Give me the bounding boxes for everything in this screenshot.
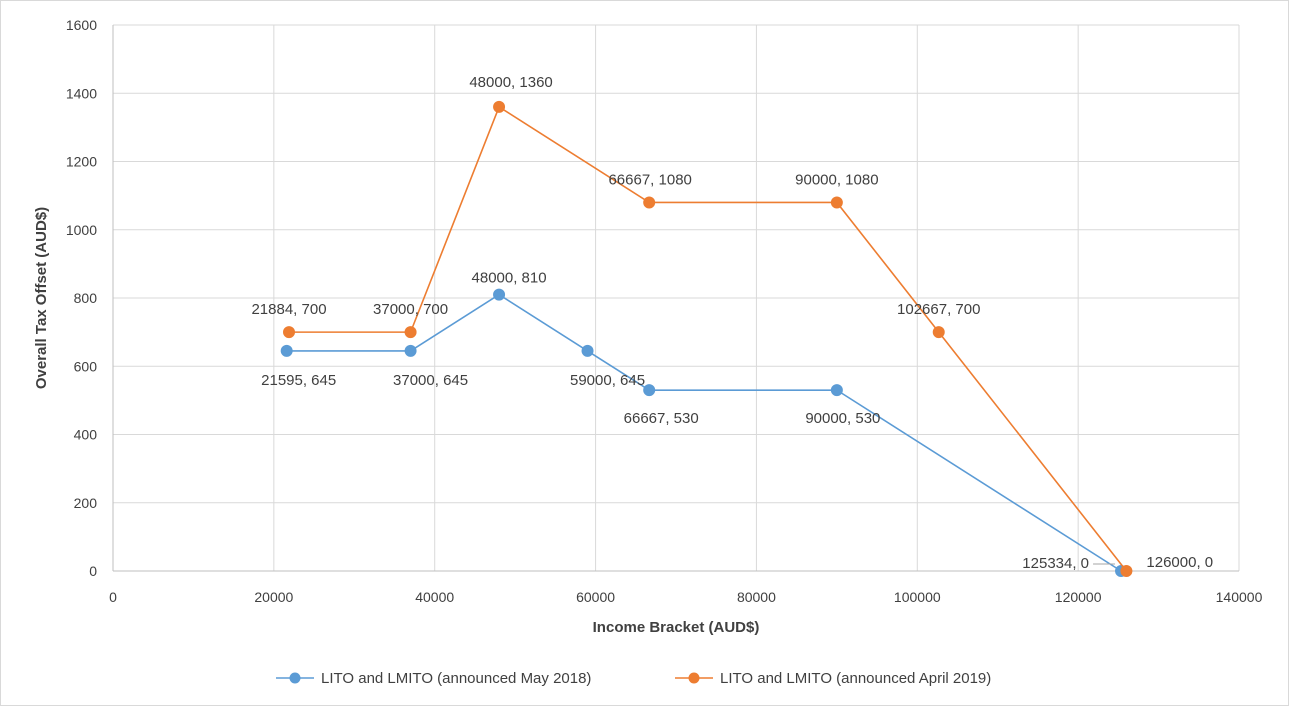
x-tick-label: 0 [109,589,117,605]
y-tick-label: 1000 [66,222,97,238]
legend-entry-1: LITO and LMITO (announced May 2018) [321,670,591,687]
series-group [280,100,1133,577]
x-tick-label: 60000 [576,589,615,605]
data-label: 21884, 700 [251,301,326,318]
y-tick-label: 1200 [66,154,97,170]
legend-entry-2: LITO and LMITO (announced April 2019) [720,670,991,687]
data-label: 59000, 645 [570,372,645,389]
y-tick-label: 1400 [66,85,97,101]
legend: LITO and LMITO (announced May 2018) LITO … [276,670,991,687]
y-tick-label: 600 [74,358,98,374]
data-point [932,326,945,339]
data-label: 102667, 700 [897,301,980,318]
x-tick-label: 140000 [1216,589,1263,605]
data-point [643,196,656,209]
data-point [404,344,417,357]
x-tick-label: 120000 [1055,589,1102,605]
data-labels: 21595, 645 37000, 645 48000, 810 59000, 645… [251,74,1213,572]
data-point [581,344,594,357]
data-point [280,344,293,357]
gridlines [113,24,1240,571]
data-label: 37000, 700 [373,301,448,318]
y-tick-label: 800 [74,290,98,306]
data-point [493,100,506,113]
data-point [830,196,843,209]
legend-swatch-marker [289,672,301,684]
legend-swatch-marker [688,672,700,684]
series-line-2 [289,105,1128,572]
data-point [1120,565,1133,577]
tick-labels: 0 200 400 600 800 1000 1200 1400 1600 0 20000 40000… [66,17,1263,605]
data-label: 21595, 645 [261,372,336,389]
x-tick-label: 20000 [254,589,293,605]
data-label: 90000, 530 [805,410,880,427]
axes [112,25,1239,572]
y-tick-label: 400 [74,427,98,443]
y-tick-label: 200 [74,495,98,511]
data-label: 48000, 810 [472,270,547,287]
data-label: 66667, 530 [624,410,699,427]
data-point [643,384,656,397]
data-label: 125334, 0 [1022,555,1089,572]
data-point [830,384,843,397]
data-point [283,326,296,339]
data-point [404,326,417,339]
y-axis-title: Overall Tax Offset (AUD$) [33,207,50,389]
x-tick-label: 100000 [894,589,941,605]
data-label: 48000, 1360 [469,74,552,91]
data-label: 90000, 1080 [795,171,878,188]
y-tick-label: 0 [89,563,97,579]
x-tick-label: 80000 [737,589,776,605]
data-label: 126000, 0 [1146,554,1213,571]
data-label: 66667, 1080 [608,171,691,188]
data-label: 37000, 645 [393,372,468,389]
data-point [493,288,506,301]
x-tick-label: 40000 [415,589,454,605]
y-tick-label: 1600 [66,17,97,33]
x-axis-title: Income Bracket (AUD$) [593,619,760,636]
